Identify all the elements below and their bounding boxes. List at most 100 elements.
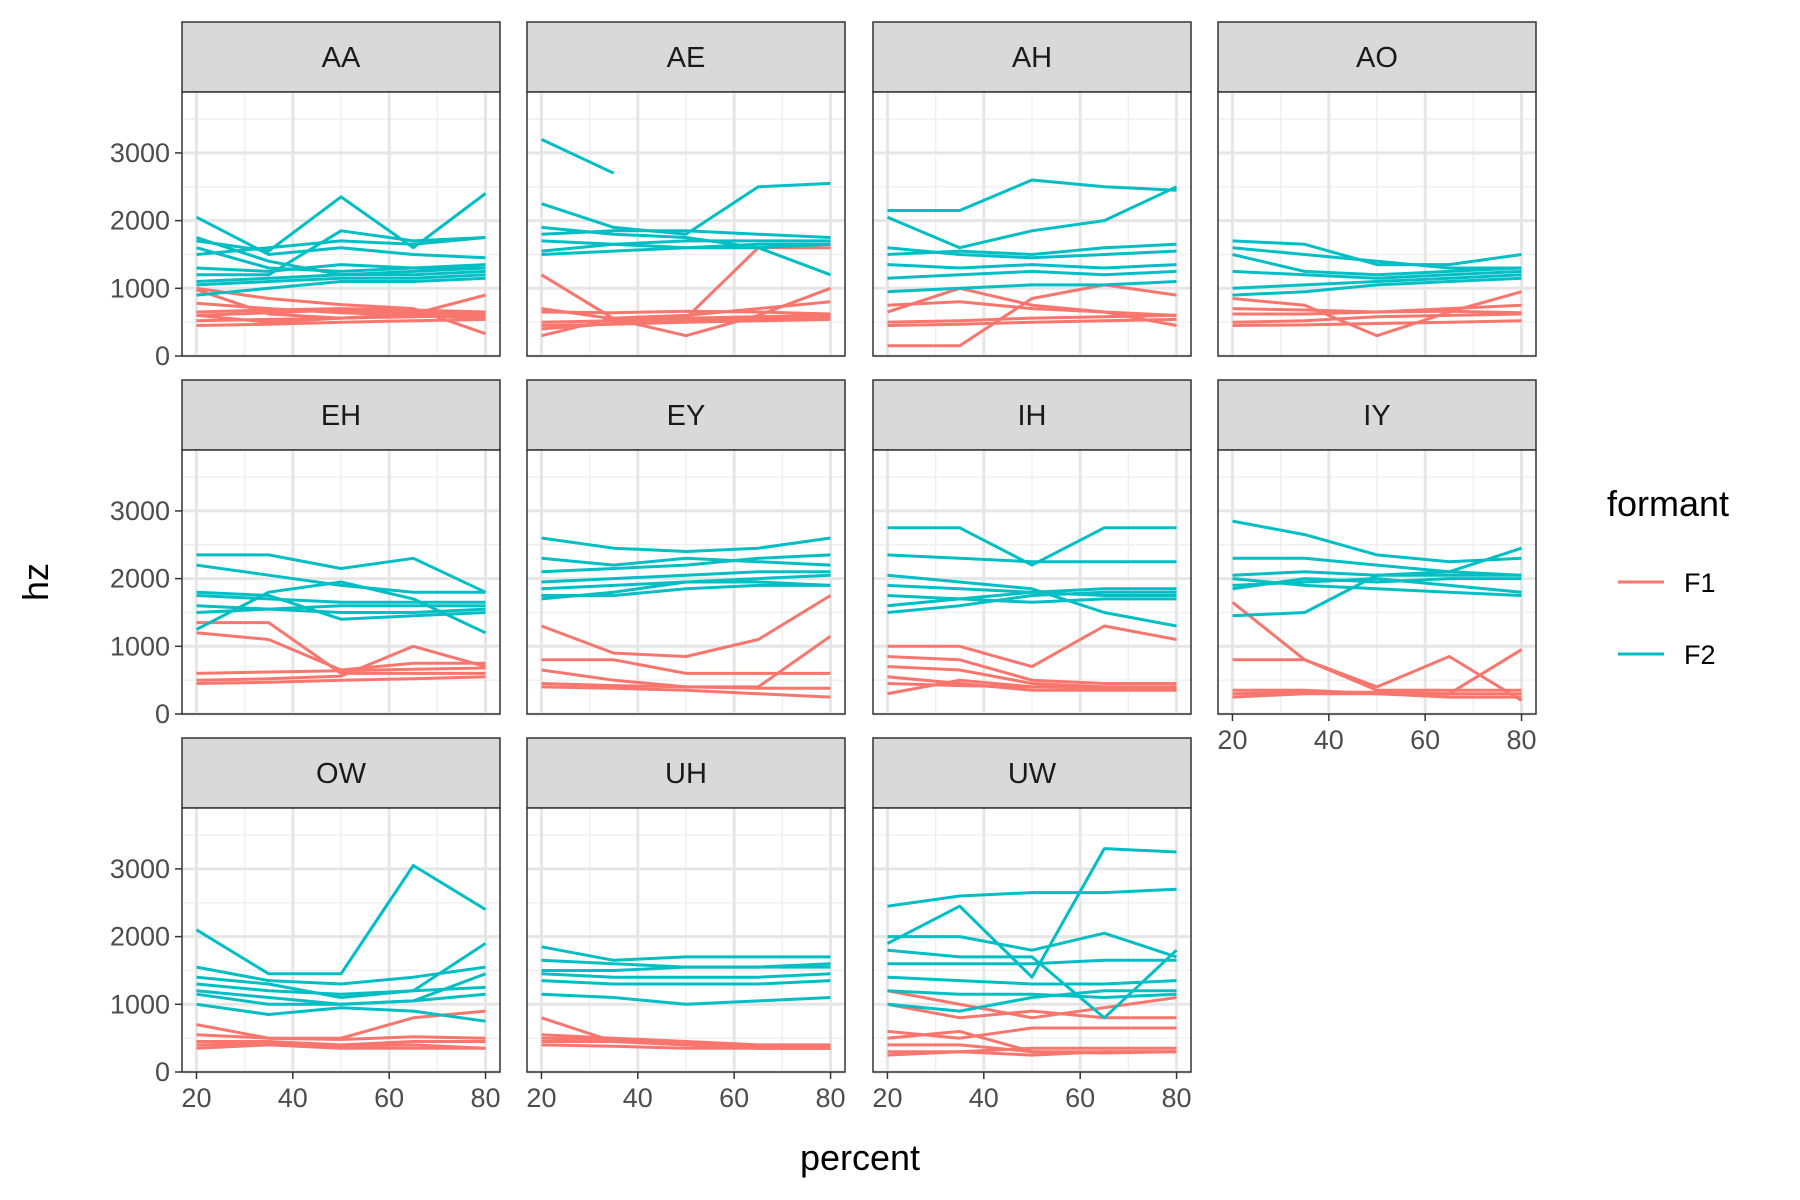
series-line-f1-ih-6 bbox=[887, 675, 1177, 692]
y-tick-label: 1000 bbox=[110, 273, 170, 303]
series-line-f2-uh-6 bbox=[541, 972, 831, 979]
series-line-f1-ey-4 bbox=[541, 685, 831, 699]
panel-border bbox=[1217, 91, 1537, 357]
series-line-f1-aa-7 bbox=[196, 293, 486, 324]
series-line-f2-aa-10 bbox=[196, 273, 486, 287]
series-line-f1-iy-5 bbox=[1232, 648, 1523, 699]
facet-panel-ao: AO bbox=[1217, 21, 1537, 358]
series-line-f2-uh-5 bbox=[541, 958, 831, 969]
series-line-f2-ih-2 bbox=[887, 553, 1177, 564]
series-line-f1-ao-5 bbox=[1232, 309, 1522, 316]
x-tick-label: 80 bbox=[816, 1083, 846, 1113]
series-line-f2-iy-1 bbox=[1232, 519, 1522, 564]
series-line-f1-eh-3 bbox=[196, 644, 486, 682]
legend-label-f2: F2 bbox=[1684, 640, 1716, 670]
facet-strip-label: IY bbox=[1363, 400, 1390, 432]
facet-strip bbox=[181, 737, 501, 809]
facet-strip-label: AE bbox=[667, 42, 706, 74]
facet-strip bbox=[872, 737, 1192, 809]
facet-strip bbox=[526, 379, 846, 451]
series-line-f1-aa-4 bbox=[196, 317, 486, 327]
panel-border bbox=[1217, 449, 1537, 715]
panel-border bbox=[526, 807, 846, 1073]
x-tick-label: 20 bbox=[872, 1083, 902, 1113]
series-line-f2-ah-1 bbox=[887, 178, 1177, 212]
facet-panel-eh: EH 0 1000 2000 3000 bbox=[110, 379, 501, 729]
facet-strip-label: EH bbox=[321, 400, 361, 432]
panel-border bbox=[872, 807, 1192, 1073]
series-line-f2-ah-2 bbox=[886, 185, 1178, 250]
series-line-f1-ih-4 bbox=[887, 682, 1177, 690]
panel-border bbox=[526, 91, 846, 357]
facet-strip bbox=[181, 21, 501, 93]
y-tick-label: 0 bbox=[155, 341, 170, 371]
series-line-f1-ah-4 bbox=[887, 317, 1177, 327]
legend-label-f1: F1 bbox=[1684, 568, 1716, 598]
legend-title: formant bbox=[1607, 483, 1729, 524]
series-line-f1-uh-4 bbox=[541, 1043, 831, 1050]
series-line-f2-ae-1 bbox=[540, 138, 615, 175]
series-line-f2-eh-6 bbox=[196, 590, 486, 621]
y-tick-label: 1000 bbox=[110, 631, 170, 661]
facet-strip-label: OW bbox=[316, 758, 367, 790]
series-line-f2-ae-6 bbox=[541, 242, 831, 256]
x-tick-label: 20 bbox=[181, 1083, 211, 1113]
facet-panel-ae: AE bbox=[526, 21, 846, 358]
series-line-f2-ow-5 bbox=[196, 1002, 486, 1023]
series-line-f2-uw-2 bbox=[886, 847, 1177, 979]
series-line-f2-ow-3 bbox=[196, 942, 487, 999]
x-tick-label: 80 bbox=[1162, 1083, 1192, 1113]
x-tick-label: 60 bbox=[719, 1083, 749, 1113]
series-line-f2-ey-1 bbox=[541, 536, 831, 553]
facet-strip bbox=[872, 21, 1192, 93]
y-axis-title: hz bbox=[15, 563, 56, 601]
series-line-f2-ih-1 bbox=[887, 526, 1177, 567]
legend-entry-f1: F1 bbox=[1618, 568, 1716, 598]
series-line-f1-ow-4 bbox=[196, 1033, 486, 1041]
series-line-f1-iy-2 bbox=[1232, 655, 1523, 702]
series-line-f1-uw-1 bbox=[887, 989, 1177, 1020]
series-line-f2-uh-1 bbox=[541, 945, 831, 962]
facet-panel-uh: UH 20 40 60 80 bbox=[526, 737, 846, 1113]
panel-border bbox=[872, 91, 1192, 357]
y-tick-label: 0 bbox=[155, 699, 170, 729]
x-tick-label: 40 bbox=[969, 1083, 999, 1113]
series-line-f1-ow-3 bbox=[196, 1042, 486, 1050]
series-line-f1-ey-5 bbox=[541, 682, 831, 690]
series-line-f1-aa-6 bbox=[196, 286, 486, 336]
series-line-f2-aa-2 bbox=[196, 192, 487, 253]
series-line-f2-ae-7 bbox=[541, 229, 831, 239]
x-tick-label: 40 bbox=[1314, 725, 1344, 755]
y-tick-label: 3000 bbox=[110, 138, 170, 168]
x-tick-label: 20 bbox=[1217, 725, 1247, 755]
series-line-f2-aa-6 bbox=[196, 276, 486, 297]
series-line-f2-ao-6 bbox=[1232, 246, 1522, 270]
facet-panel-ih: IH bbox=[872, 379, 1192, 716]
facet-strip bbox=[181, 379, 501, 451]
series-line-f1-ah-1 bbox=[887, 283, 1177, 348]
series-line-f1-ey-2 bbox=[541, 658, 831, 675]
series-line-f2-aa-8 bbox=[196, 263, 486, 273]
series-line-f2-ih-3 bbox=[887, 573, 1177, 628]
series-line-f2-uw-7 bbox=[887, 948, 1178, 1020]
facet-strip-label: UH bbox=[665, 758, 707, 790]
series-line-f2-ae-5 bbox=[541, 239, 831, 253]
series-line-f2-ao-4 bbox=[1232, 269, 1522, 280]
series-line-f1-eh-5 bbox=[196, 666, 486, 675]
y-tick-label: 3000 bbox=[110, 854, 170, 884]
facet-strip-label: IH bbox=[1018, 400, 1047, 432]
series-line-f1-ao-2 bbox=[1232, 312, 1522, 324]
legend-entries: F1 F2 bbox=[1618, 568, 1716, 670]
y-tick-label: 0 bbox=[155, 1057, 170, 1087]
facet-strip bbox=[526, 21, 846, 93]
facet-strip-label: AA bbox=[322, 42, 361, 74]
series-line-f1-ae-7 bbox=[541, 316, 831, 331]
series-line-f1-ah-3 bbox=[887, 300, 1177, 317]
series-line-f2-ao-5 bbox=[1232, 276, 1522, 297]
x-tick-label: 80 bbox=[1507, 725, 1537, 755]
y-tick-label: 3000 bbox=[110, 496, 170, 526]
series-line-f2-eh-1 bbox=[196, 553, 487, 594]
series-line-f1-ao-3 bbox=[1232, 290, 1522, 338]
panel-border bbox=[181, 91, 501, 357]
series-line-f2-eh-5 bbox=[196, 594, 486, 604]
